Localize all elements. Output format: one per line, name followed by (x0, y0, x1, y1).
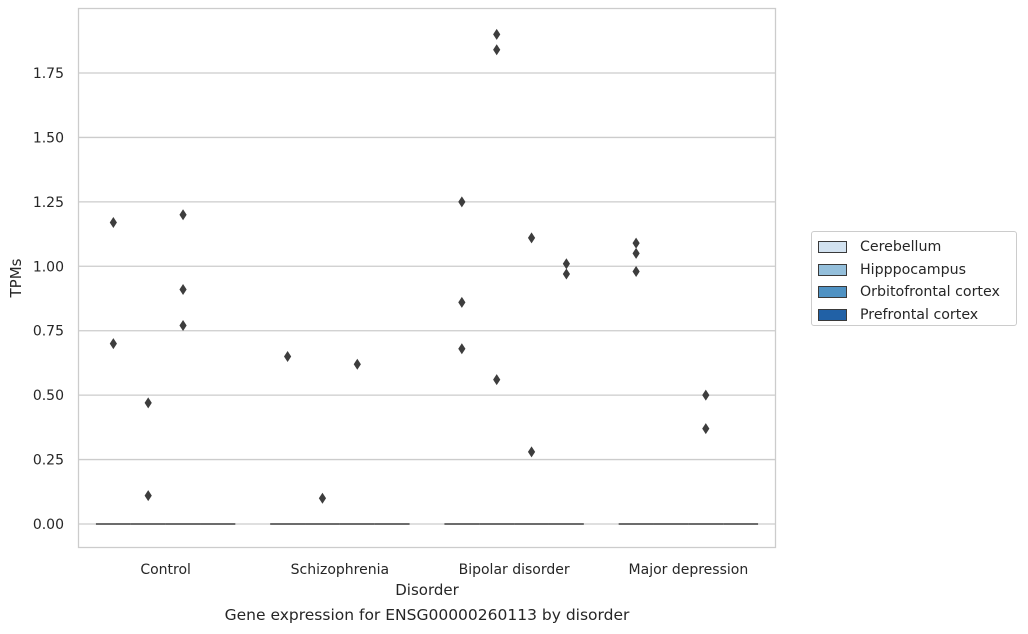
y-tick-label: 0.25 (33, 453, 64, 469)
plot-frame (77, 7, 777, 549)
legend-label: Prefrontal cortex (860, 306, 979, 323)
outlier-point (493, 28, 501, 40)
outlier-point (702, 423, 710, 435)
outlier-point (527, 232, 536, 244)
outlier-point (284, 350, 292, 362)
outlier-point (144, 397, 152, 409)
outlier-point (493, 44, 501, 56)
outlier-point (458, 296, 466, 308)
outlier-point (458, 196, 466, 208)
outlier-point (458, 343, 466, 355)
legend-swatch-hippocampus (818, 263, 847, 276)
x-tick-label: Control (140, 562, 191, 578)
outlier-point (562, 258, 570, 270)
outlier-point (144, 490, 152, 502)
legend: Cerebellum Hipppocampus Orbitofrontal co… (811, 231, 1017, 326)
legend-item-cerebellum: Cerebellum (818, 236, 1016, 259)
outlier-point (179, 209, 187, 221)
outlier-point (632, 237, 640, 249)
y-tick-label: 1.00 (33, 259, 64, 275)
legend-label: Hipppocampus (860, 261, 967, 278)
outlier-point (318, 492, 327, 504)
outlier-point (179, 320, 187, 332)
outlier-point (527, 446, 536, 458)
y-tick-label: 1.75 (33, 66, 64, 82)
y-tick-label: 0.00 (33, 517, 64, 533)
x-tick-label: Major depression (629, 562, 749, 578)
legend-swatch-prefrontal (818, 308, 847, 321)
outlier-point (493, 374, 501, 386)
outlier-point (179, 283, 187, 295)
x-axis-label: Disorder (395, 581, 459, 599)
outlier-point (702, 389, 710, 401)
y-tick-label: 1.50 (33, 130, 64, 146)
outlier-point (353, 358, 361, 370)
y-axis-label: TPMs (7, 258, 25, 298)
y-tick-label: 0.75 (33, 324, 64, 340)
legend-item-prefrontal: Prefrontal cortex (818, 304, 1016, 327)
outlier-point (562, 268, 570, 280)
x-tick-label: Schizophrenia (291, 562, 389, 578)
x-tick-label: Bipolar disorder (459, 562, 570, 578)
outlier-point (632, 247, 640, 259)
legend-swatch-orbitofrontal (818, 286, 847, 299)
legend-item-hippocampus: Hipppocampus (818, 259, 1016, 282)
outlier-point (632, 265, 640, 277)
y-tick-label: 1.25 (33, 195, 64, 211)
legend-label: Cerebellum (860, 239, 942, 256)
legend-label: Orbitofrontal cortex (860, 284, 1000, 301)
outlier-point (109, 338, 117, 350)
y-tick-label: 0.50 (33, 388, 64, 404)
legend-item-orbitofrontal: Orbitofrontal cortex (818, 281, 1016, 304)
legend-swatch-cerebellum (818, 241, 847, 254)
figure-caption: Gene expression for ENSG00000260113 by d… (224, 606, 630, 624)
outlier-point (109, 216, 117, 228)
